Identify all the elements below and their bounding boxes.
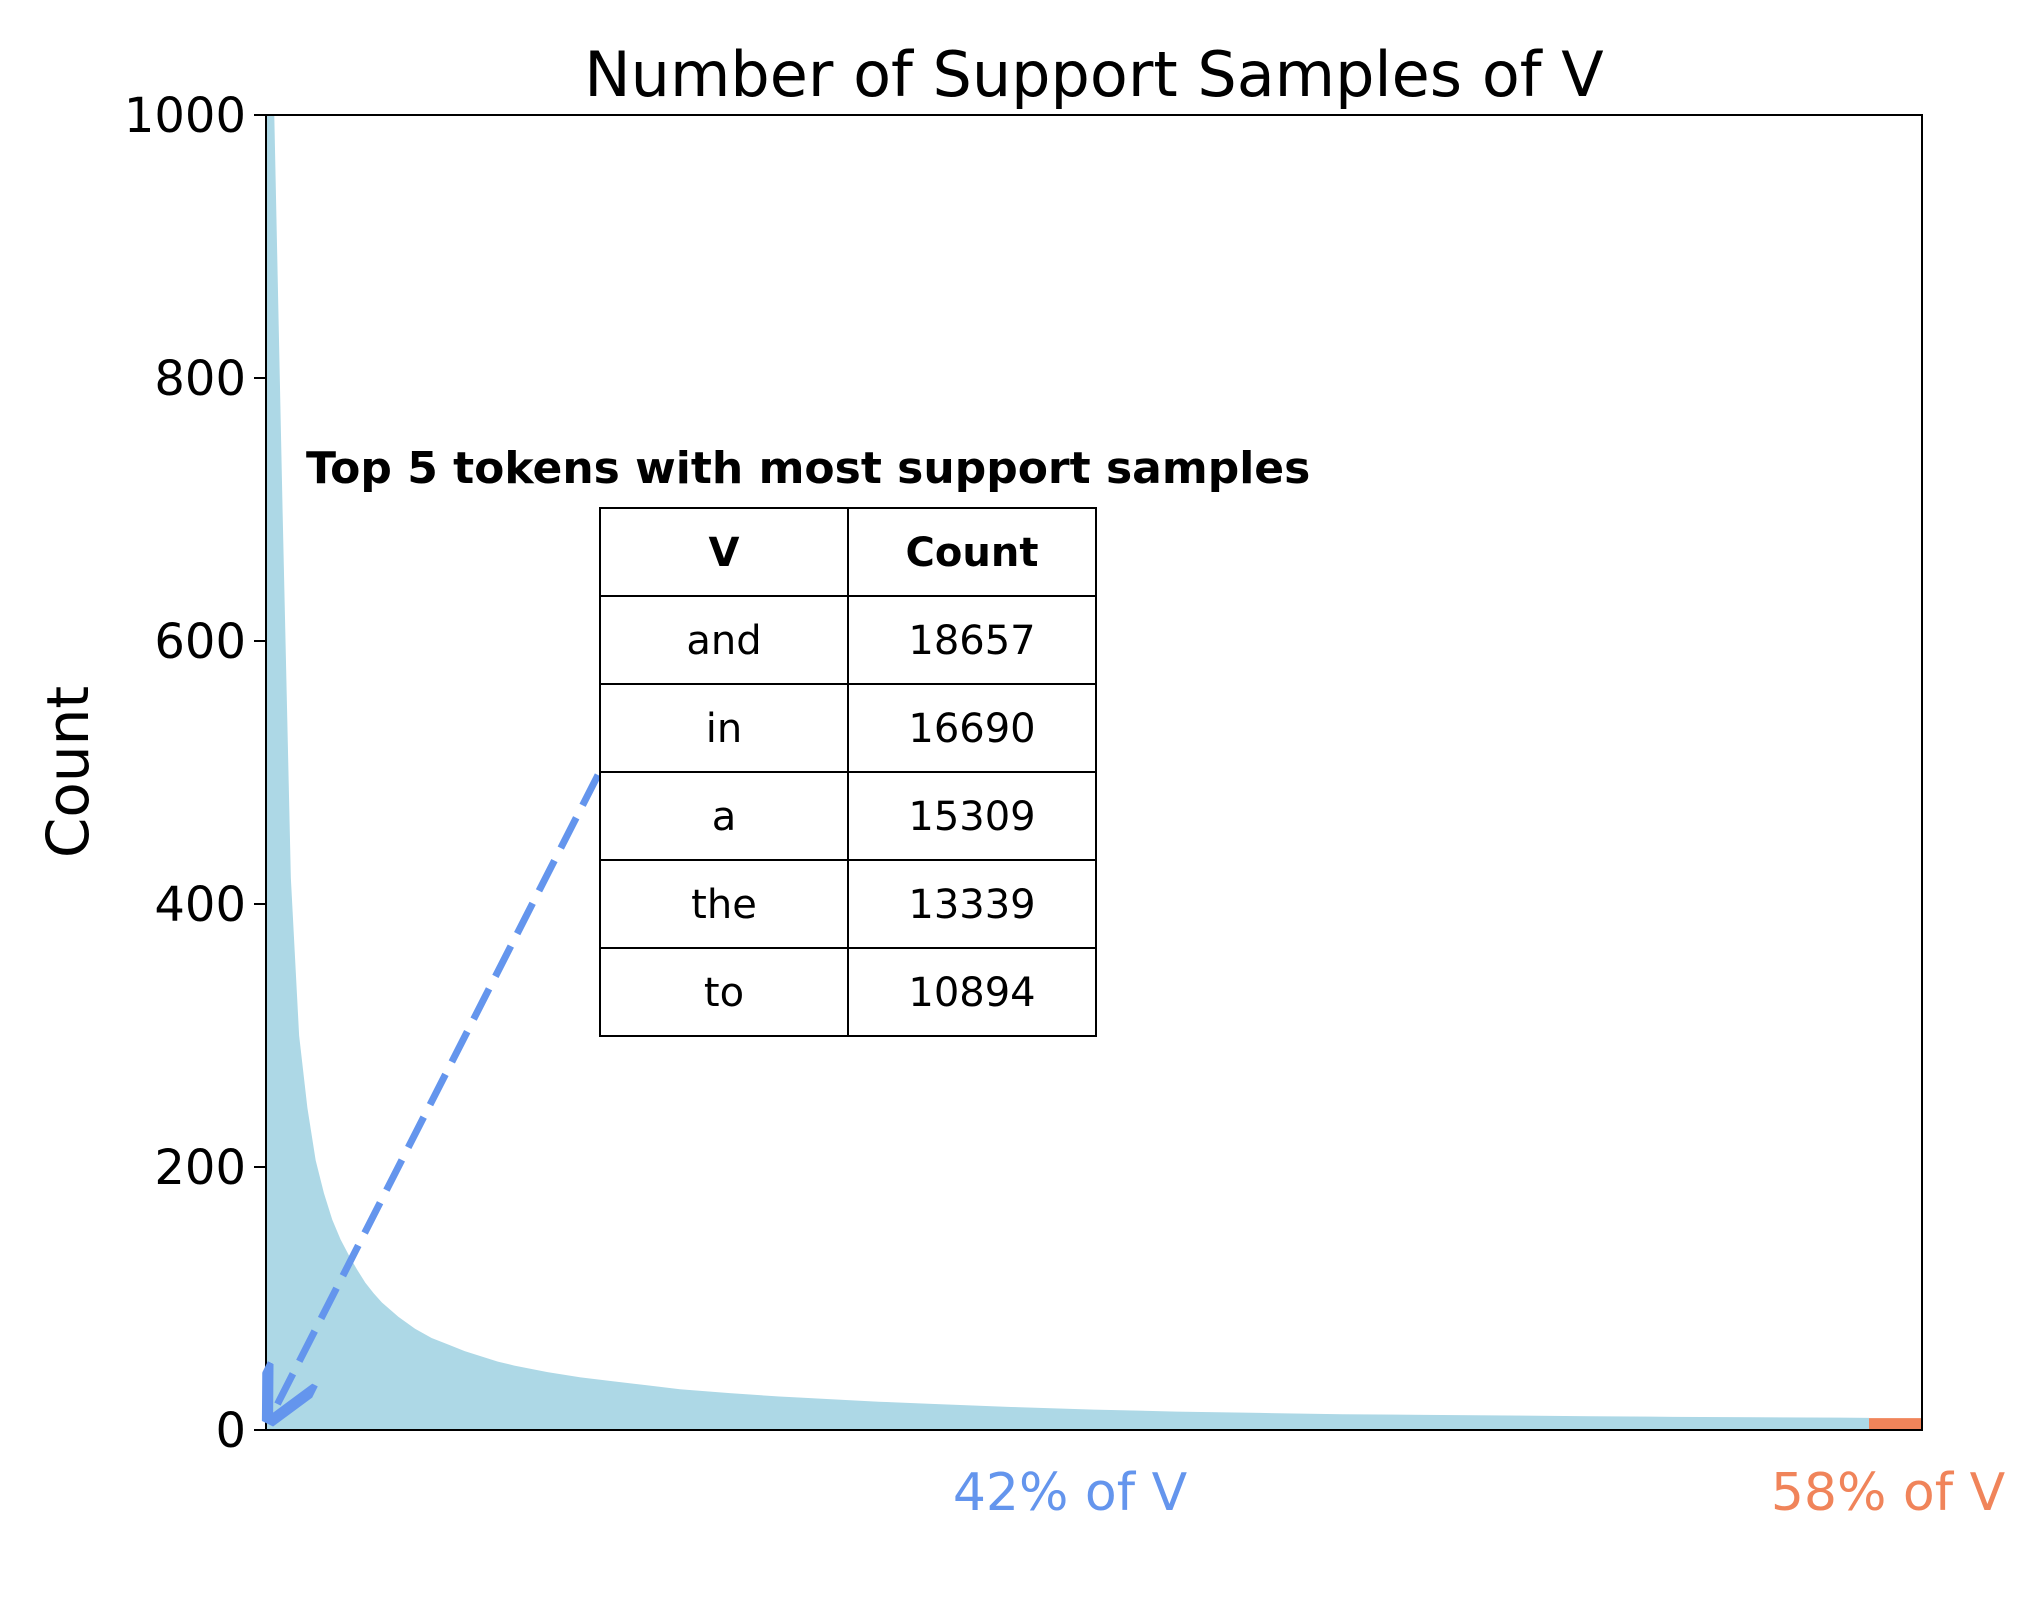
y-axis: 0 200 400 600 800 1000: [124, 88, 266, 1459]
y-tick-label: 0: [215, 1403, 246, 1459]
plot-frame: [265, 114, 1923, 1431]
inset-table-title: Top 5 tokens with most support samples: [306, 443, 1310, 494]
pointer-arrow: [277, 773, 602, 1405]
x-annotation-orange: 58% of V: [1771, 1463, 2006, 1523]
inset-table-cell: 13339: [908, 882, 1035, 928]
chart-title: Number of Support Samples of V: [584, 38, 1603, 111]
inset-table: V Count and 18657 in 16690 a 15309 the 13339 to 108…: [599, 507, 1097, 1037]
inset-table-cell: 15309: [908, 794, 1035, 840]
y-tick-label: 800: [154, 351, 246, 407]
inset-table-cell: in: [706, 706, 742, 752]
y-tick-label: 1000: [124, 88, 246, 144]
inset-table-header-cell: Count: [906, 530, 1039, 576]
inset-table-cell: 16690: [908, 706, 1035, 752]
inset-table-cell: the: [691, 882, 757, 928]
inset-table-cell: 18657: [908, 618, 1035, 664]
plot-area: [266, 115, 1922, 1430]
x-annotation-blue: 42% of V: [953, 1463, 1188, 1523]
y-tick-label: 400: [154, 877, 246, 933]
y-tick-label: 200: [154, 1140, 246, 1196]
y-tick-label: 600: [154, 614, 246, 670]
inset-table-cell: a: [712, 794, 737, 840]
inset-table-cell: 10894: [908, 970, 1035, 1016]
inset-table-header-cell: V: [709, 530, 740, 576]
inset-table-cell: to: [704, 970, 744, 1016]
series-area-1: [1869, 1418, 1922, 1430]
y-axis-label: Count: [34, 686, 102, 858]
inset-table-cell: and: [686, 618, 761, 664]
